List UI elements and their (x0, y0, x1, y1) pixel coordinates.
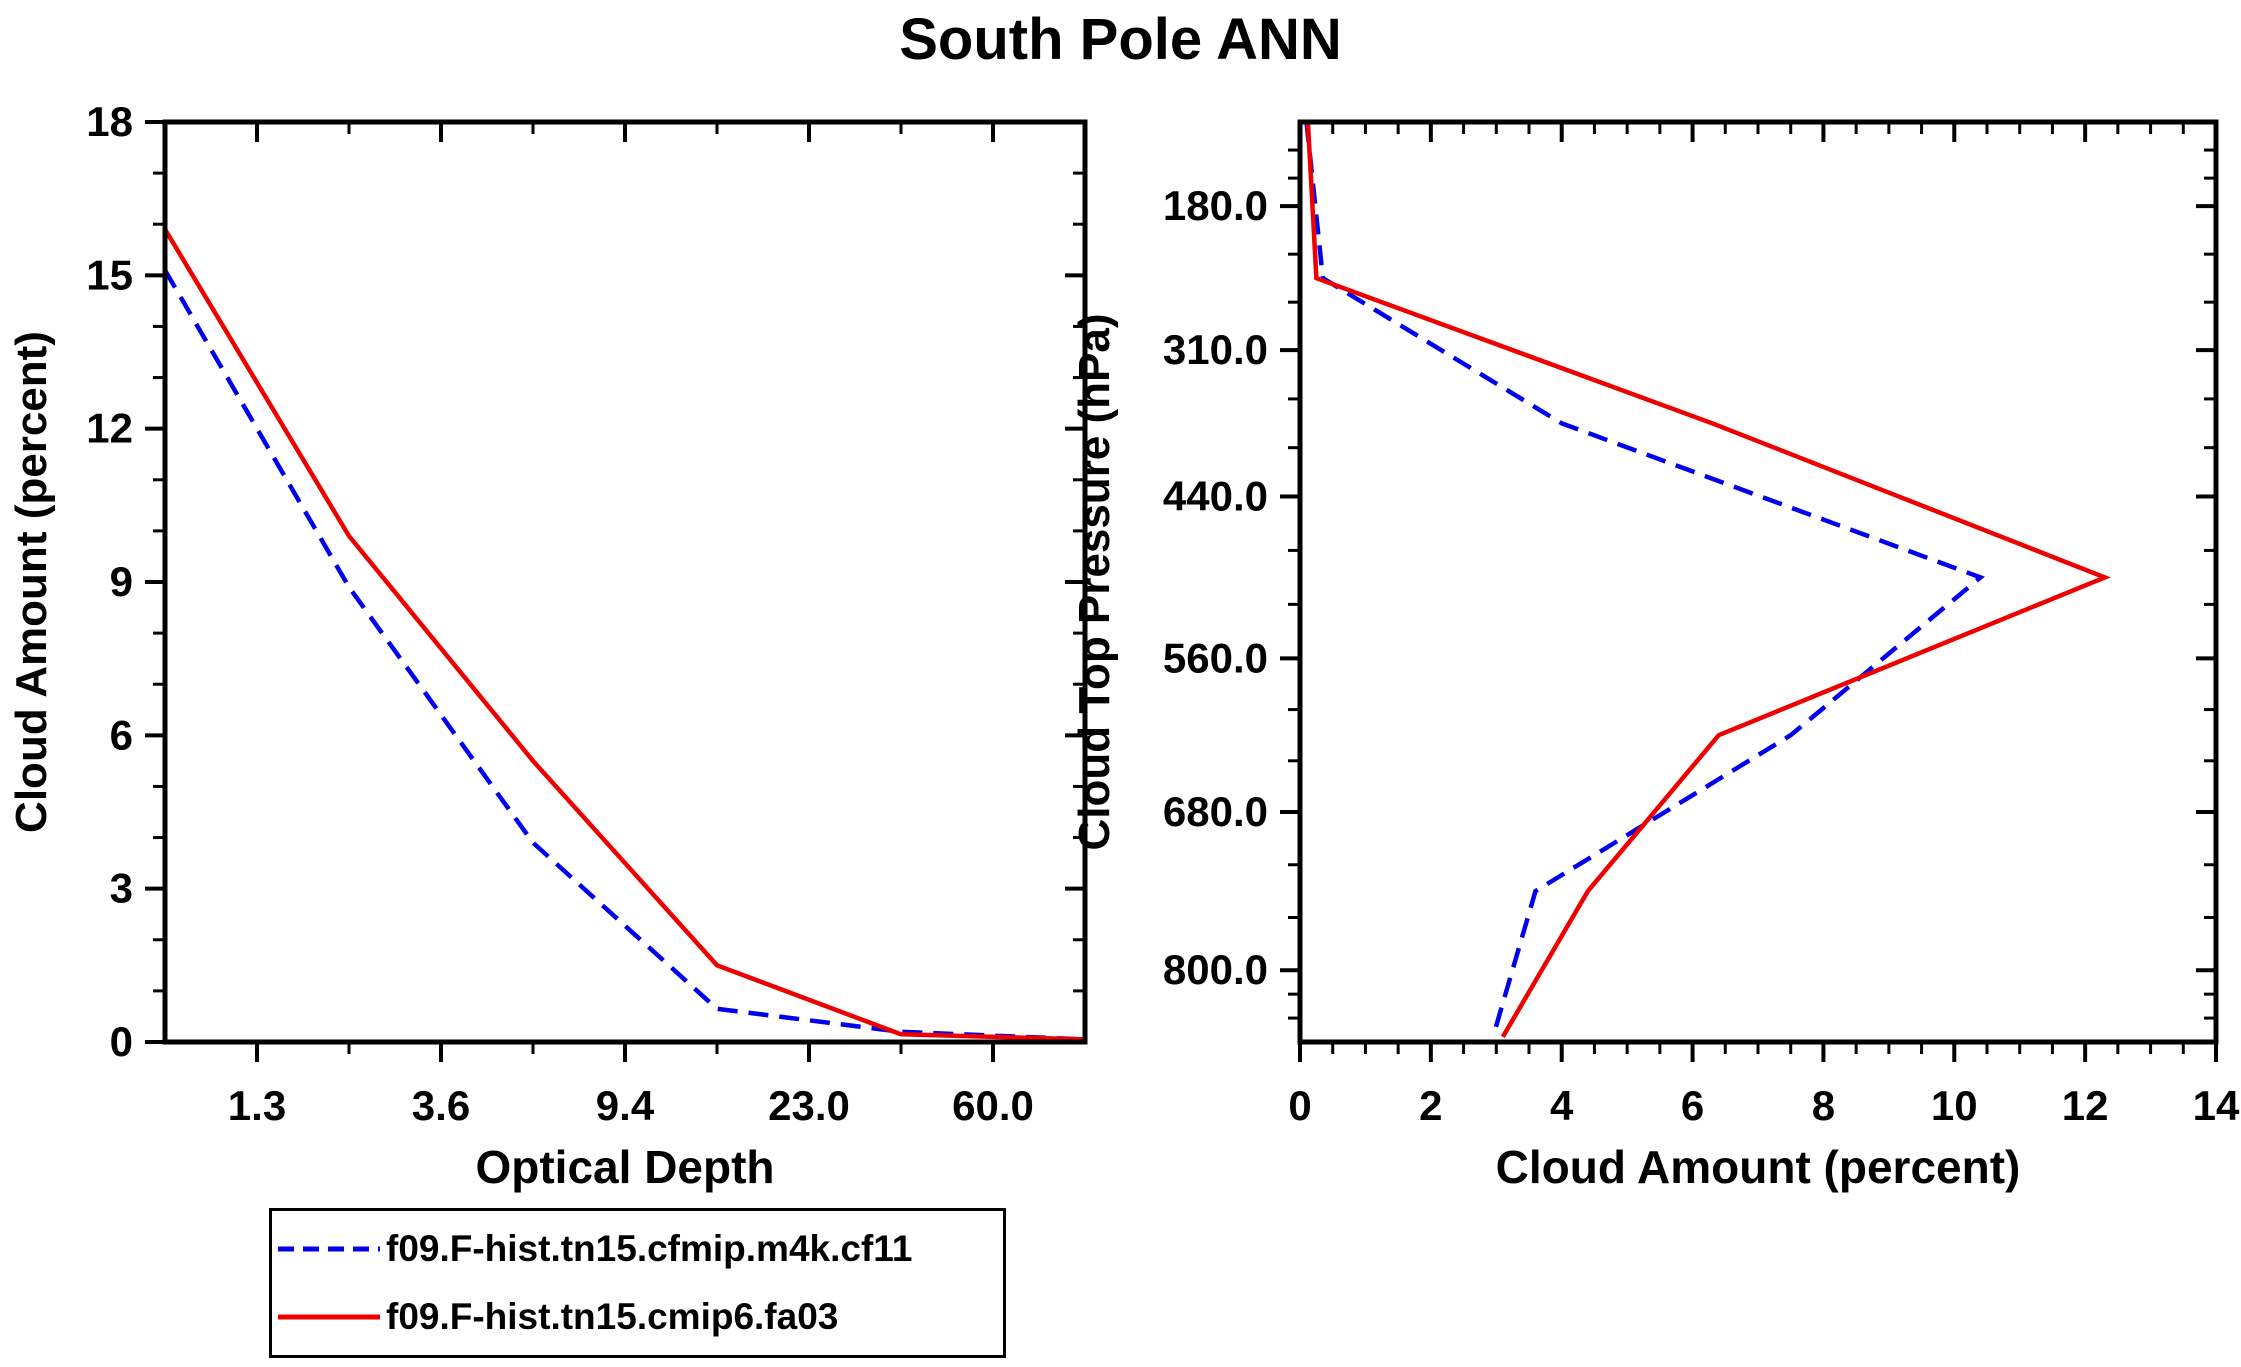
x-tick-label: 2 (1419, 1082, 1442, 1129)
right-x-axis-label: Cloud Amount (percent) (1495, 1141, 2021, 1193)
legend-entry-cfmip: f09.F-hist.tn15.cfmip.m4k.cf11 (278, 1228, 997, 1270)
y-tick-label: 3 (110, 865, 133, 912)
pressure-tick-label: 560.0 (1163, 634, 1268, 681)
right-y-axis-label: Cloud Top Pressure (hPa) (1070, 313, 1119, 851)
x-tick-label: 23.0 (768, 1082, 850, 1129)
series-line-solid (1305, 121, 2111, 1039)
x-tick-label: 4 (1550, 1082, 1574, 1129)
plot-frame (1297, 119, 2219, 1045)
legend-entry-cmip6: f09.F-hist.tn15.cmip6.fa03 (278, 1296, 997, 1338)
left-y-axis-label: Cloud Amount (percent) (7, 331, 56, 833)
legend-line-dashed-blue-icon (278, 1246, 380, 1252)
series-line-dashed (1304, 121, 1985, 1038)
x-tick-label: 0 (1288, 1082, 1311, 1129)
legend-label: f09.F-hist.tn15.cfmip.m4k.cf11 (386, 1228, 913, 1269)
y-tick-label: 6 (110, 711, 133, 758)
x-tick-label: 3.6 (412, 1082, 470, 1129)
pressure-tick-label: 800.0 (1163, 946, 1268, 993)
y-tick-label: 15 (86, 251, 133, 298)
left-x-axis-label: Optical Depth (475, 1141, 775, 1193)
y-tick-label: 12 (86, 405, 133, 452)
series-line-solid (163, 228, 1086, 1042)
x-tick-label: 1.3 (228, 1082, 286, 1129)
right-axes-ticks: 0 2 4 6 8 10 12 14 180.0 310.0 440.0 560.0 680.0 800.… (1163, 122, 2240, 1129)
y-tick-label: 9 (110, 558, 133, 605)
legend-label: f09.F-hist.tn15.cmip6.fa03 (386, 1296, 839, 1337)
left-axes-ticks: 1.3 3.6 9.4 23.0 60.0 0 3 6 9 12 15 18 (86, 98, 1085, 1129)
y-tick-label: 0 (110, 1018, 133, 1065)
pressure-tick-label: 440.0 (1163, 472, 1268, 519)
x-tick-label: 12 (2062, 1082, 2109, 1129)
x-tick-label: 6 (1681, 1082, 1704, 1129)
y-tick-label: 18 (86, 98, 133, 145)
legend-line-solid-red-icon (278, 1314, 380, 1320)
x-tick-label: 9.4 (596, 1082, 655, 1129)
x-tick-label: 60.0 (952, 1082, 1034, 1129)
legend-box: f09.F-hist.tn15.cfmip.m4k.cf11 f09.F-his… (269, 1208, 1006, 1358)
pressure-tick-label: 680.0 (1163, 788, 1268, 835)
pressure-tick-label: 180.0 (1163, 182, 1268, 229)
pressure-tick-label: 310.0 (1163, 326, 1268, 373)
x-tick-label: 10 (1931, 1082, 1978, 1129)
chart-title: South Pole ANN (899, 7, 1342, 72)
plot-frame (162, 119, 1088, 1045)
x-tick-label: 8 (1812, 1082, 1835, 1129)
x-tick-label: 14 (2193, 1082, 2240, 1129)
